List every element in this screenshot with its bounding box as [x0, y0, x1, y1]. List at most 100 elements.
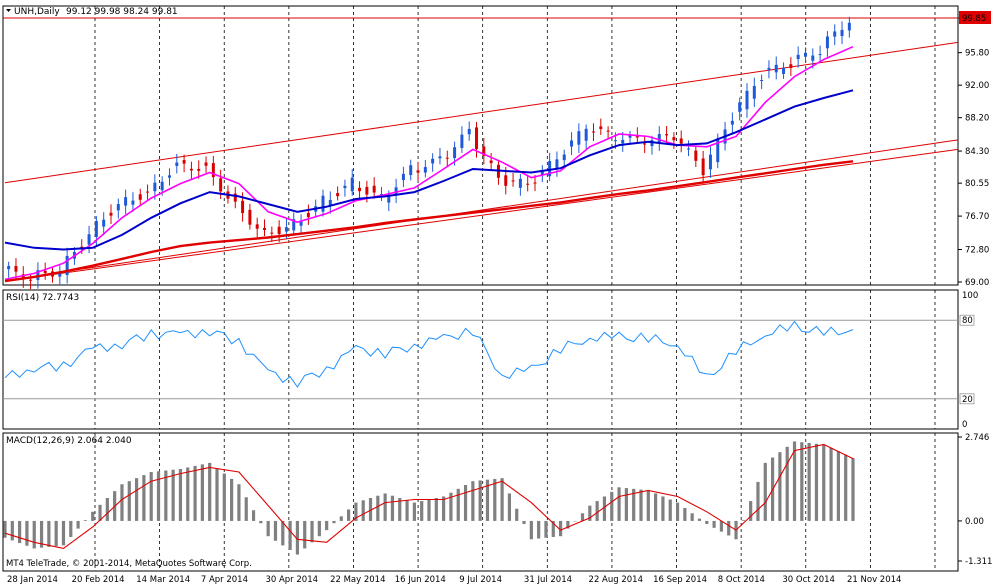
- candle-body: [211, 163, 215, 178]
- macd-bar: [339, 516, 343, 521]
- candle-body: [124, 197, 128, 206]
- candle-body: [189, 168, 193, 171]
- macd-bar: [756, 481, 760, 521]
- candle-body: [109, 212, 113, 216]
- candle-body: [43, 270, 47, 274]
- macd-bar: [719, 520, 724, 532]
- macd-bar: [661, 496, 665, 521]
- candle-body: [116, 204, 120, 211]
- candle-body: [65, 255, 69, 276]
- channel-lower: [63, 139, 959, 273]
- candle-body: [489, 160, 493, 164]
- macd-bar: [639, 489, 643, 521]
- ma-line-ma-fast: [4, 45, 854, 281]
- panel-frame-1: [2, 5, 959, 286]
- macd-bar: [749, 501, 753, 521]
- candle-body: [365, 186, 369, 195]
- macd-bar: [851, 457, 855, 521]
- macd-bar: [237, 484, 241, 521]
- rsi-tick-label: 80: [962, 316, 973, 326]
- candle-body: [167, 175, 171, 178]
- macd-bar: [208, 462, 212, 521]
- candle-body: [409, 165, 413, 176]
- macd-bar: [273, 520, 278, 541]
- ma-line-ma-mid: [4, 89, 854, 251]
- macd-bar: [171, 469, 175, 521]
- macd-bar: [427, 499, 431, 521]
- candle-body: [613, 140, 617, 142]
- ohlc-label: 99.12 99.98 98.24 99.81: [66, 7, 178, 17]
- candle-body: [738, 102, 742, 112]
- candle-body: [350, 177, 354, 192]
- chevron-down-icon[interactable]: [6, 9, 11, 12]
- macd-tick-label: -1.311: [965, 557, 992, 567]
- macd-bar: [251, 510, 256, 521]
- y-tick-label: 72.80: [965, 245, 989, 255]
- candle-body: [255, 224, 259, 229]
- candle-body: [277, 226, 281, 235]
- macd-bar: [529, 520, 533, 540]
- candle-body: [504, 175, 508, 186]
- candle-body: [643, 143, 647, 145]
- rsi-level-box: [959, 314, 975, 326]
- macd-bar: [18, 520, 22, 544]
- candle-body: [460, 134, 464, 148]
- macd-bar: [471, 481, 475, 521]
- macd-bar: [522, 520, 526, 524]
- ma-line-ma-slow: [4, 160, 854, 283]
- candle-body: [716, 138, 720, 163]
- y-tick-label: 80.55: [965, 179, 989, 189]
- candle-body: [438, 156, 442, 159]
- macd-bar: [120, 484, 124, 521]
- macd-bar: [602, 496, 607, 521]
- macd-bar: [32, 520, 36, 549]
- candle-body: [284, 227, 288, 232]
- x-tick-label: 14 Mar 2014: [136, 575, 190, 585]
- candle-body: [803, 52, 807, 57]
- candle-body: [336, 193, 340, 197]
- macd-bar: [54, 520, 58, 547]
- price-marker: [959, 11, 991, 24]
- candle-body: [58, 272, 62, 277]
- candle-body: [306, 213, 310, 218]
- macd-bar: [632, 488, 636, 521]
- macd-bar: [368, 498, 373, 521]
- candle-body: [219, 178, 223, 192]
- candle-body: [657, 134, 661, 143]
- macd-bar: [295, 520, 300, 555]
- macd-bar: [844, 454, 848, 521]
- candle-body: [453, 147, 457, 159]
- macd-bar: [281, 520, 285, 546]
- rsi-line: [4, 320, 854, 388]
- x-tick-label: 16 Jun 2014: [395, 575, 446, 585]
- candle-body: [730, 120, 734, 125]
- macd-bar: [654, 493, 658, 521]
- macd-bar: [412, 502, 416, 521]
- candle-body: [138, 194, 142, 200]
- macd-bar: [420, 501, 424, 521]
- macd-bar: [544, 520, 548, 538]
- macd-bar: [727, 520, 731, 536]
- candle-body: [87, 234, 91, 245]
- macd-bar: [405, 500, 409, 521]
- candle-body: [577, 131, 581, 145]
- macd-bar: [317, 520, 321, 537]
- macd-bar: [390, 495, 395, 521]
- macd-bar: [778, 452, 782, 521]
- macd-bar: [230, 478, 234, 521]
- candle-body: [299, 220, 303, 226]
- candle-body: [782, 67, 786, 74]
- x-tick-label: 21 Nov 2014: [847, 575, 901, 585]
- macd-bar: [800, 442, 804, 521]
- panel-frame-3: [2, 432, 959, 572]
- candle-body: [445, 157, 449, 159]
- macd-bar: [741, 520, 745, 521]
- candle-body: [29, 279, 33, 281]
- macd-bar: [332, 520, 336, 524]
- rsi-tick-label: 20: [962, 395, 973, 405]
- candle-body: [248, 209, 252, 225]
- macd-bar: [712, 520, 716, 528]
- macd-bar: [193, 465, 197, 521]
- candle-body: [263, 227, 267, 230]
- candle-body: [752, 86, 756, 99]
